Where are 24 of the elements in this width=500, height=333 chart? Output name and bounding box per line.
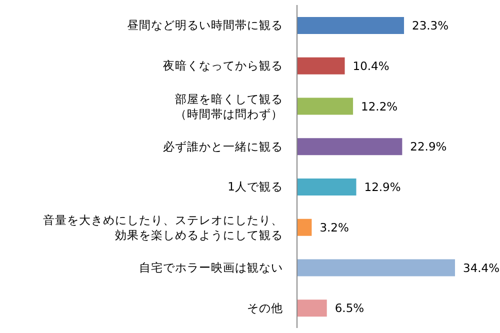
data-label: 6.5%	[334, 301, 364, 316]
bar	[297, 17, 404, 34]
data-label: 10.4%	[352, 58, 390, 73]
data-label: 12.2%	[361, 99, 398, 114]
bar	[297, 178, 356, 196]
y-tick-label: 1人で観る	[228, 180, 283, 194]
y-tick-label: 自宅でホラー映画は観ない	[139, 260, 283, 274]
y-tick-label: 音量を大きめにしたり、ステレオにしたり、効果を楽しめるようにして観る	[43, 213, 283, 242]
y-tick-label: 部屋を暗くして観る（時間帯は問わず）	[175, 92, 283, 121]
y-tick-label: 夜暗くなってから観る	[163, 58, 283, 73]
bar	[297, 259, 455, 276]
data-label: 23.3%	[412, 18, 449, 32]
y-tick-label: その他	[247, 300, 283, 315]
bar	[297, 98, 354, 115]
bar	[297, 300, 327, 317]
data-label: 3.2%	[320, 220, 349, 234]
data-label: 34.4%	[463, 260, 500, 275]
data-label: 22.9%	[410, 140, 447, 154]
y-tick-label: 必ず誰かと一緒に観る	[163, 139, 283, 154]
y-tick-label: 昼間など明るい時間帯に観る	[127, 18, 283, 32]
data-label: 12.9%	[364, 180, 401, 194]
bar	[297, 218, 312, 236]
bar	[297, 57, 345, 74]
bar	[297, 138, 402, 156]
